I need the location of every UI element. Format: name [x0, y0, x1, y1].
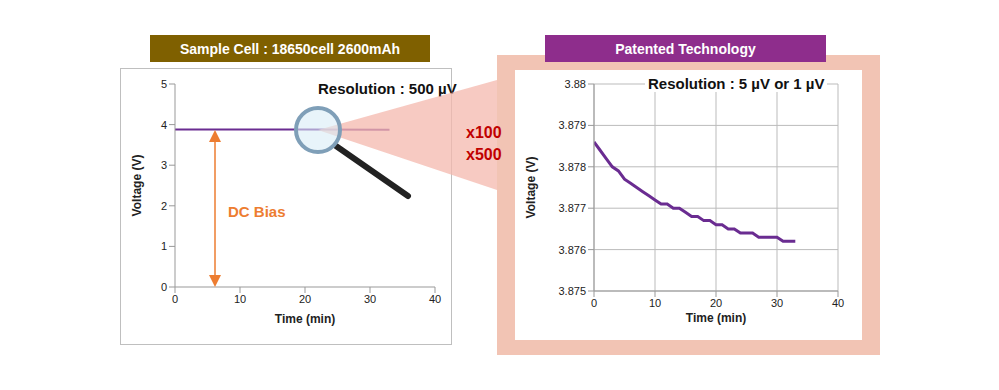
- svg-text:40: 40: [429, 293, 441, 305]
- svg-text:40: 40: [832, 297, 844, 309]
- svg-text:0: 0: [591, 297, 597, 309]
- html-text:x100: x100: [466, 124, 502, 141]
- svg-text:3.876: 3.876: [558, 244, 586, 256]
- html-text:Resolution : 500 µV: Resolution : 500 µV: [318, 80, 457, 97]
- svg-text:20: 20: [710, 297, 722, 309]
- html-text:Resolution : 5 µV or 1 µV: Resolution : 5 µV or 1 µV: [648, 75, 825, 92]
- svg-text:20: 20: [299, 293, 311, 305]
- svg-text:3.877: 3.877: [558, 202, 586, 214]
- svg-text:3.875: 3.875: [558, 285, 586, 297]
- svg-text:0: 0: [172, 293, 178, 305]
- svg-text:3: 3: [161, 159, 167, 171]
- svg-text:10: 10: [649, 297, 661, 309]
- svg-text:Voltage (V): Voltage (V): [524, 157, 538, 219]
- svg-text:30: 30: [364, 293, 376, 305]
- html-text:Sample Cell : 18650cell 2600mA: Sample Cell : 18650cell 2600mAh: [179, 40, 401, 57]
- svg-text:1: 1: [161, 240, 167, 252]
- svg-text:30: 30: [771, 297, 783, 309]
- svg-text:0: 0: [161, 281, 167, 293]
- svg-text:3.878: 3.878: [558, 161, 586, 173]
- svg-text:5: 5: [161, 78, 167, 90]
- svg-text:3.88: 3.88: [565, 78, 586, 90]
- svg-text:3.879: 3.879: [558, 119, 586, 131]
- html-text:x500: x500: [466, 146, 502, 163]
- svg-text:Voltage (V): Voltage (V): [130, 155, 144, 217]
- svg-text:Time (min): Time (min): [686, 311, 746, 325]
- svg-text:Time (min): Time (min): [275, 312, 335, 326]
- svg-text:2: 2: [161, 200, 167, 212]
- html-text:DC Bias: DC Bias: [228, 203, 286, 220]
- svg-text:4: 4: [161, 119, 167, 131]
- html-text:Patented Technology: Patented Technology: [615, 40, 756, 57]
- svg-text:10: 10: [234, 293, 246, 305]
